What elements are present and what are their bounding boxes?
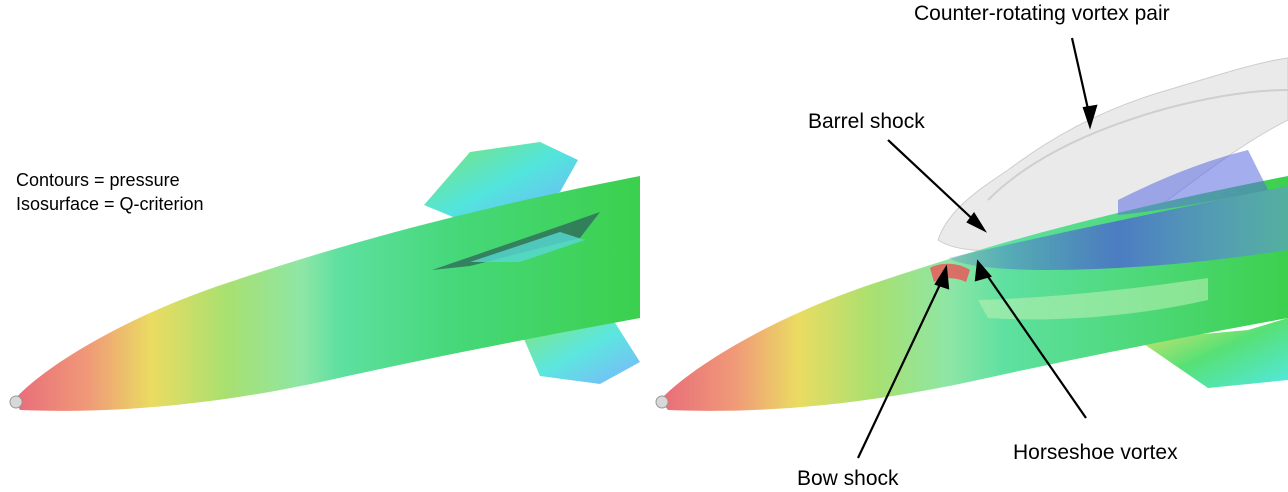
panel-with-jet: Counter-rotating vortex pair Barrel shoc… [648, 0, 1288, 492]
lower-fin-right [1138, 318, 1288, 388]
panel-without-jet: Contours = pressure Isosurface = Q-crite… [0, 0, 640, 492]
arrow-barrel-shock [887, 139, 981, 227]
missile-render-left [9, 142, 640, 411]
jet-plume [948, 186, 1288, 270]
missile-render-right [655, 37, 1288, 459]
upper-fin-left [424, 142, 578, 224]
label-barrel-shock: Barrel shock [808, 110, 925, 133]
label-counter-rotating-vortex: Counter-rotating vortex pair [914, 2, 1170, 25]
missile-body-left [14, 176, 640, 411]
legend-contours: Contours = pressure [16, 170, 180, 190]
arrow-bow-shock [857, 275, 945, 459]
label-horseshoe-vortex: Horseshoe vortex [1013, 441, 1178, 464]
arrow-horseshoe-vortex [981, 267, 1087, 419]
legend-isosurface: Isosurface = Q-criterion [16, 194, 204, 214]
label-bow-shock: Bow shock [797, 467, 899, 490]
legend: Contours = pressure Isosurface = Q-crite… [16, 168, 204, 216]
arrow-counter-rotating [1070, 37, 1092, 119]
